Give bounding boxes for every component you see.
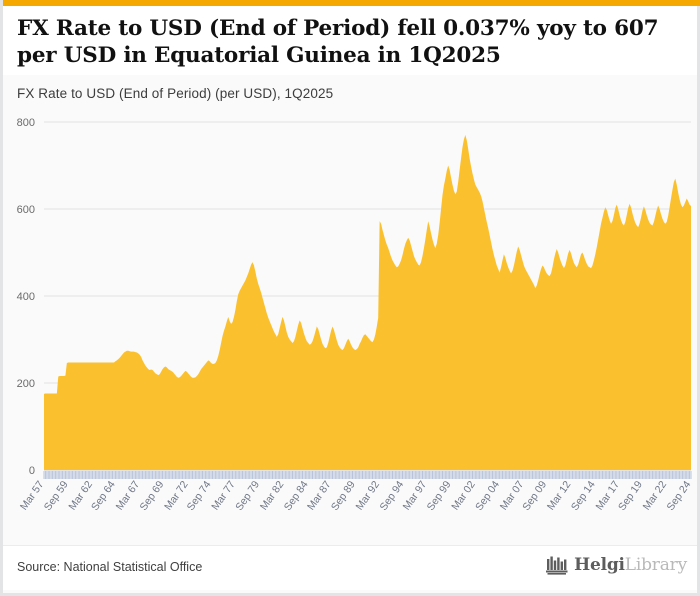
source-note: Source: National Statistical Office <box>17 560 203 574</box>
svg-text:Sep 59: Sep 59 <box>42 479 71 513</box>
svg-text:Sep 09: Sep 09 <box>520 479 549 513</box>
svg-text:Sep 24: Sep 24 <box>665 479 694 513</box>
top-accent-bar <box>3 0 700 6</box>
helgi-library-logo[interactable]: HelgiLibrary <box>545 554 687 576</box>
logo-primary-text: Helgi <box>574 555 625 575</box>
svg-text:800: 800 <box>17 117 35 129</box>
library-building-icon <box>546 556 568 575</box>
svg-text:Sep 74: Sep 74 <box>185 479 214 513</box>
svg-text:Sep 99: Sep 99 <box>425 479 454 513</box>
svg-text:Sep 79: Sep 79 <box>233 479 262 513</box>
series-area-fill <box>44 135 691 471</box>
y-axis-labels: 0 200 400 600 800 <box>17 117 35 477</box>
logo-secondary-text: Library <box>624 555 687 575</box>
logo-wordmark: HelgiLibrary <box>574 555 687 575</box>
svg-text:400: 400 <box>17 291 35 303</box>
svg-text:Sep 89: Sep 89 <box>329 479 358 513</box>
svg-text:Sep 19: Sep 19 <box>616 479 645 513</box>
svg-text:Sep 64: Sep 64 <box>89 479 118 513</box>
svg-text:600: 600 <box>17 204 35 216</box>
minor-tick-marks <box>43 471 692 479</box>
chart-header: FX Rate to USD (End of Period) fell 0.03… <box>3 6 697 76</box>
chart-plot-area: 0 200 400 600 800 Mar 57 Sep 59 Mar 62 Sep 64 Ma… <box>3 110 697 550</box>
svg-text:Sep 04: Sep 04 <box>473 479 502 513</box>
svg-text:200: 200 <box>17 378 35 390</box>
page-title: FX Rate to USD (End of Period) fell 0.03… <box>17 16 659 68</box>
svg-text:0: 0 <box>29 465 35 477</box>
chart-footer: Source: National Statistical Office Helg… <box>3 545 697 590</box>
svg-text:Sep 69: Sep 69 <box>138 479 167 513</box>
chart-subtitle: FX Rate to USD (End of Period) (per USD)… <box>17 86 334 101</box>
svg-text:Sep 14: Sep 14 <box>569 479 598 513</box>
